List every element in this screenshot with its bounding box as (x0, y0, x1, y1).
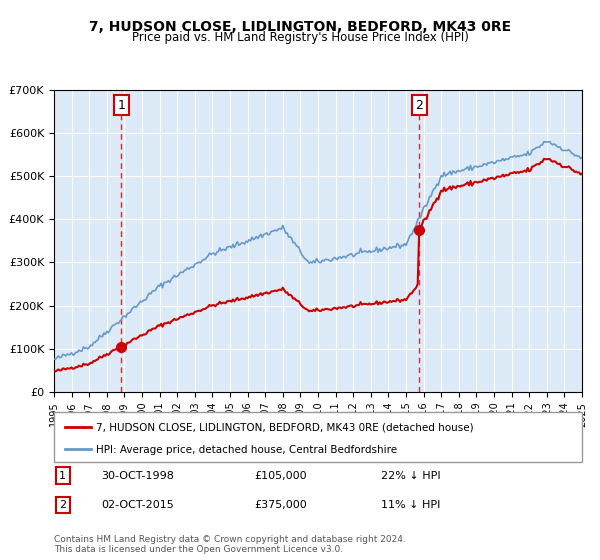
Text: 2: 2 (59, 500, 67, 510)
Text: 22% ↓ HPI: 22% ↓ HPI (382, 471, 441, 480)
Text: £105,000: £105,000 (254, 471, 307, 480)
Text: 1: 1 (118, 99, 125, 111)
Text: 30-OCT-1998: 30-OCT-1998 (101, 471, 175, 480)
Text: Price paid vs. HM Land Registry's House Price Index (HPI): Price paid vs. HM Land Registry's House … (131, 31, 469, 44)
Text: 11% ↓ HPI: 11% ↓ HPI (382, 500, 441, 510)
Text: 7, HUDSON CLOSE, LIDLINGTON, BEDFORD, MK43 0RE (detached house): 7, HUDSON CLOSE, LIDLINGTON, BEDFORD, MK… (96, 423, 474, 433)
Text: 2: 2 (415, 99, 423, 111)
Text: Contains HM Land Registry data © Crown copyright and database right 2024.
This d: Contains HM Land Registry data © Crown c… (54, 535, 406, 554)
FancyBboxPatch shape (54, 412, 582, 462)
Text: 02-OCT-2015: 02-OCT-2015 (101, 500, 174, 510)
Text: 1: 1 (59, 471, 66, 480)
Text: HPI: Average price, detached house, Central Bedfordshire: HPI: Average price, detached house, Cent… (96, 445, 397, 455)
Text: £375,000: £375,000 (254, 500, 307, 510)
Text: 7, HUDSON CLOSE, LIDLINGTON, BEDFORD, MK43 0RE: 7, HUDSON CLOSE, LIDLINGTON, BEDFORD, MK… (89, 20, 511, 34)
